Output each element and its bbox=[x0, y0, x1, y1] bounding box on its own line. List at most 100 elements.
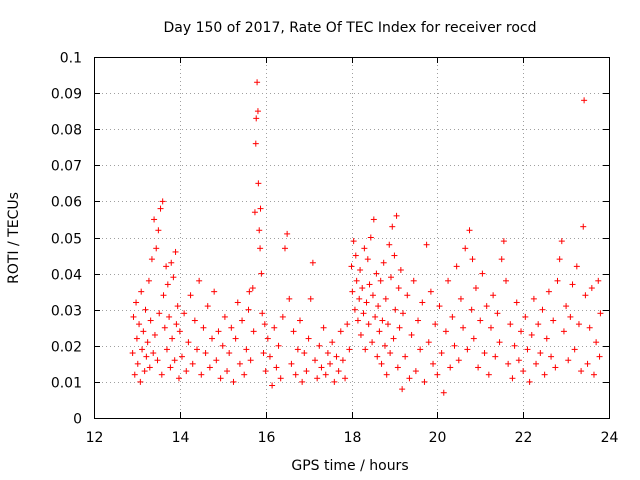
data-point bbox=[178, 353, 185, 360]
data-point bbox=[524, 346, 531, 353]
x-tick-label: 24 bbox=[601, 430, 619, 446]
data-point bbox=[146, 364, 153, 371]
data-point bbox=[331, 378, 338, 385]
data-point bbox=[483, 303, 490, 310]
x-tick-label: 22 bbox=[515, 430, 533, 446]
data-point bbox=[204, 303, 211, 310]
data-point bbox=[373, 270, 380, 277]
data-point bbox=[356, 295, 363, 302]
data-point bbox=[554, 277, 561, 284]
data-point bbox=[171, 357, 178, 364]
data-point bbox=[279, 313, 286, 320]
data-point bbox=[379, 317, 386, 324]
y-tick-label: 0.02 bbox=[51, 340, 82, 356]
data-point bbox=[137, 378, 144, 385]
data-point bbox=[588, 285, 595, 292]
data-point bbox=[364, 256, 371, 263]
data-point bbox=[505, 360, 512, 367]
y-tick-label: 0.1 bbox=[60, 51, 82, 67]
data-point bbox=[312, 357, 319, 364]
data-point bbox=[333, 353, 340, 360]
data-point bbox=[593, 339, 600, 346]
data-point bbox=[351, 306, 358, 313]
data-point bbox=[578, 368, 585, 375]
y-tick-label: 0.07 bbox=[51, 159, 82, 175]
data-point bbox=[427, 288, 434, 295]
data-point bbox=[362, 346, 369, 353]
data-point bbox=[159, 198, 166, 205]
data-point bbox=[211, 288, 218, 295]
data-point bbox=[232, 335, 239, 342]
data-point bbox=[436, 303, 443, 310]
data-point bbox=[246, 288, 253, 295]
data-point bbox=[406, 375, 413, 382]
data-point bbox=[230, 378, 237, 385]
data-point bbox=[389, 223, 396, 230]
data-point bbox=[423, 241, 430, 248]
data-point bbox=[261, 321, 268, 328]
data-point bbox=[154, 357, 161, 364]
data-point bbox=[378, 360, 385, 367]
data-point bbox=[464, 346, 471, 353]
data-point bbox=[354, 317, 361, 324]
y-tick-label: 0.05 bbox=[51, 232, 82, 248]
data-point bbox=[357, 266, 364, 273]
data-point bbox=[367, 234, 374, 241]
data-point bbox=[487, 324, 494, 331]
data-point bbox=[494, 310, 501, 317]
data-point bbox=[329, 339, 336, 346]
data-point bbox=[158, 371, 165, 378]
x-tick-label: 14 bbox=[172, 430, 190, 446]
data-point bbox=[479, 270, 486, 277]
x-axis-label: GPS time / hours bbox=[291, 458, 408, 474]
data-point bbox=[419, 299, 426, 306]
data-point bbox=[498, 256, 505, 263]
data-point bbox=[206, 364, 213, 371]
data-point bbox=[316, 342, 323, 349]
data-point bbox=[539, 306, 546, 313]
chart-title: Day 150 of 2017, Rate Of TEC Index for r… bbox=[164, 20, 537, 36]
data-point bbox=[250, 328, 257, 335]
data-point bbox=[457, 295, 464, 302]
data-point bbox=[254, 79, 261, 86]
data-point bbox=[412, 368, 419, 375]
data-point bbox=[526, 378, 533, 385]
y-tick-label: 0 bbox=[73, 412, 82, 428]
data-point bbox=[567, 313, 574, 320]
data-point bbox=[535, 321, 542, 328]
data-point bbox=[468, 306, 475, 313]
data-point bbox=[156, 310, 163, 317]
data-point bbox=[258, 270, 265, 277]
data-point bbox=[352, 252, 359, 259]
data-point bbox=[582, 292, 589, 299]
data-point bbox=[490, 292, 497, 299]
data-point bbox=[451, 342, 458, 349]
y-tick-label: 0.09 bbox=[51, 87, 82, 103]
x-tick-label: 20 bbox=[429, 430, 447, 446]
data-point bbox=[153, 245, 160, 252]
data-point bbox=[294, 346, 301, 353]
data-point bbox=[366, 281, 373, 288]
data-point bbox=[417, 346, 424, 353]
data-point bbox=[370, 216, 377, 223]
data-point bbox=[533, 360, 540, 367]
data-points bbox=[129, 79, 604, 396]
data-point bbox=[550, 317, 557, 324]
data-point bbox=[277, 375, 284, 382]
data-point bbox=[257, 205, 264, 212]
data-point bbox=[556, 256, 563, 263]
data-point bbox=[382, 295, 389, 302]
data-point bbox=[584, 360, 591, 367]
data-point bbox=[500, 238, 507, 245]
data-point bbox=[361, 245, 368, 252]
data-point bbox=[511, 342, 518, 349]
data-point bbox=[381, 342, 388, 349]
data-point bbox=[543, 335, 550, 342]
data-point bbox=[571, 346, 578, 353]
data-point bbox=[196, 277, 203, 284]
data-point bbox=[281, 245, 288, 252]
data-point bbox=[344, 321, 351, 328]
data-point bbox=[187, 292, 194, 299]
data-point bbox=[369, 339, 376, 346]
